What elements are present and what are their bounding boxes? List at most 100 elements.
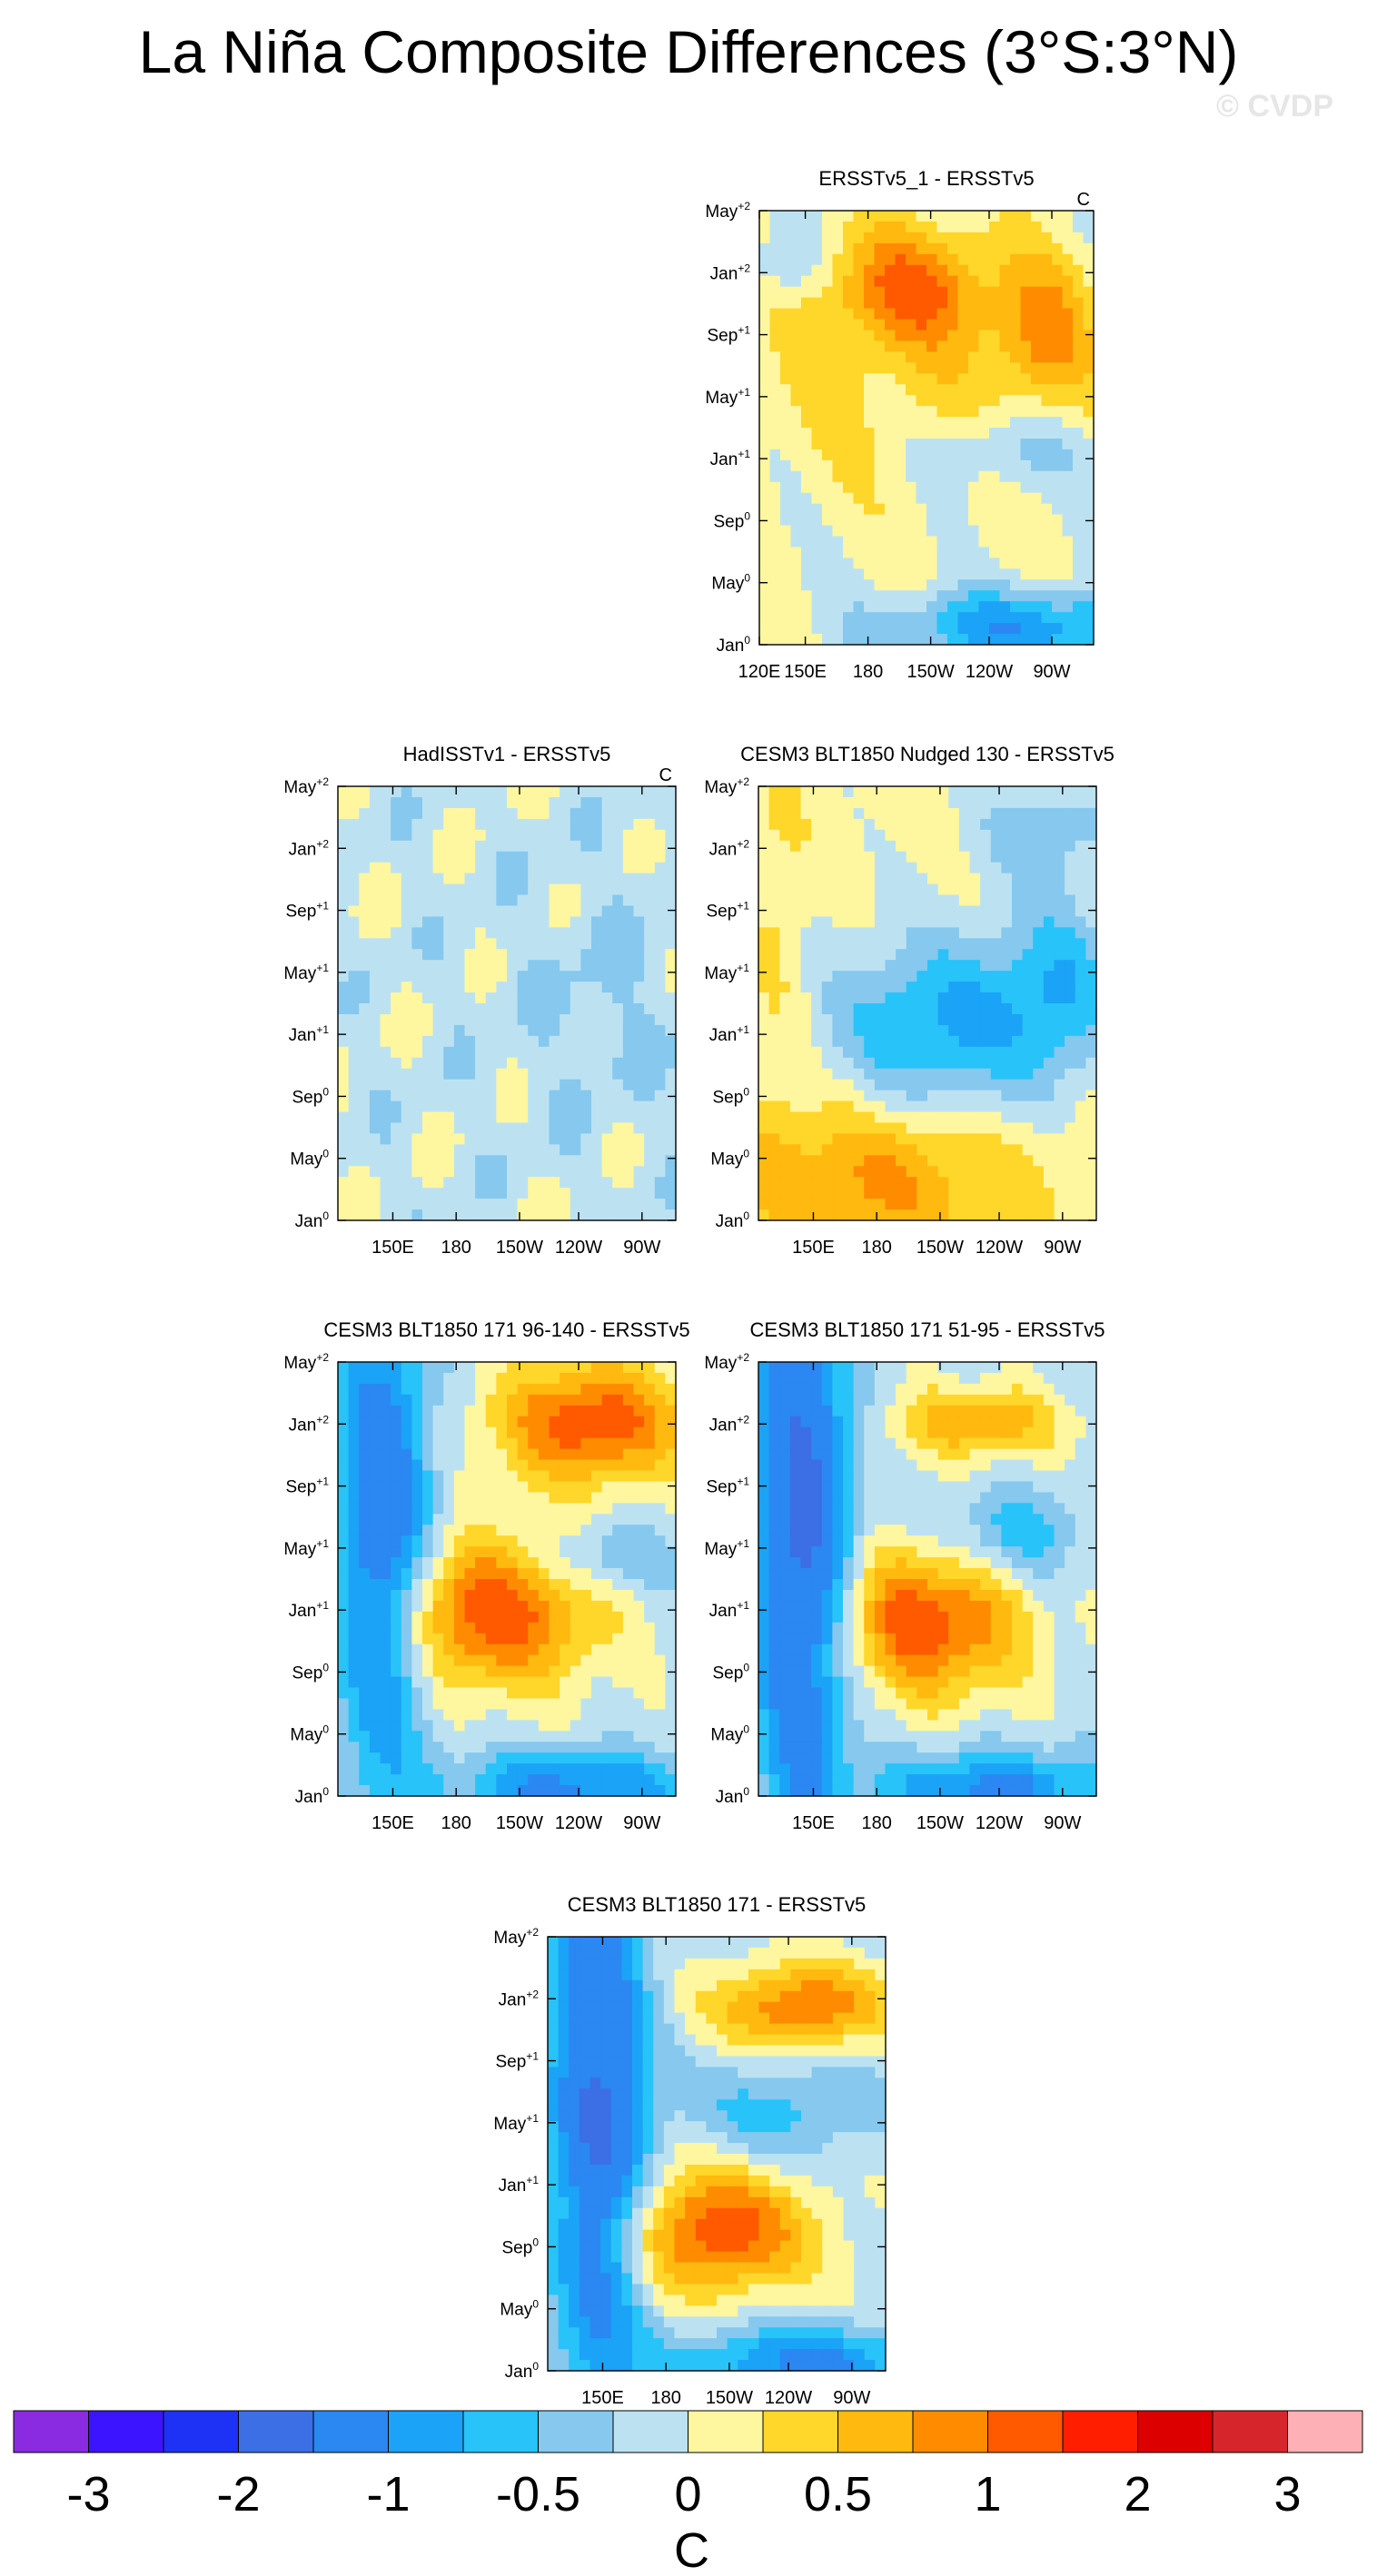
field-cell <box>822 362 834 374</box>
field-cell <box>517 982 529 993</box>
field-cell <box>874 840 887 853</box>
field-cell <box>391 1514 402 1525</box>
field-cell <box>811 949 823 961</box>
field-cell <box>411 1100 423 1113</box>
field-cell <box>1022 1090 1034 1102</box>
field-cell <box>790 297 802 310</box>
field-cell <box>832 275 844 288</box>
field-cell <box>843 1188 855 1199</box>
field-cell <box>790 330 802 341</box>
field-cell <box>853 634 865 646</box>
field-cell <box>380 883 391 896</box>
field-cell <box>380 1111 391 1124</box>
field-cell <box>822 449 834 461</box>
field-cell <box>496 1643 508 1656</box>
field-cell <box>369 927 381 939</box>
field-cell <box>811 1068 823 1081</box>
field-cell <box>549 1459 560 1472</box>
field-cell <box>528 1013 540 1026</box>
field-cell <box>811 470 823 483</box>
field-cell <box>485 1177 497 1189</box>
field-cell <box>843 232 855 244</box>
field-cell <box>811 883 823 896</box>
field-cell <box>580 1665 592 1678</box>
field-cell <box>832 883 844 896</box>
field-cell <box>580 1133 592 1145</box>
field-cell <box>517 916 529 928</box>
field-cell <box>443 1437 455 1450</box>
field-cell <box>800 1122 812 1134</box>
field-cell <box>560 1622 571 1634</box>
field-cell <box>885 1079 897 1091</box>
field-cell <box>401 1013 412 1026</box>
field-cell <box>1001 1111 1013 1124</box>
field-cell <box>790 492 802 505</box>
field-cell <box>485 1035 497 1048</box>
field-cell <box>864 1068 876 1081</box>
field-cell <box>1052 514 1064 527</box>
field-cell <box>853 992 865 1004</box>
field-cell <box>874 1155 887 1167</box>
field-cell <box>1073 373 1085 385</box>
field-cell <box>580 883 592 896</box>
field-cell <box>821 905 833 917</box>
field-cell <box>1041 211 1053 222</box>
field-cell <box>832 1133 844 1145</box>
field-cell <box>821 916 833 928</box>
field-cell <box>560 960 571 972</box>
field-cell <box>1031 297 1043 310</box>
field-cell <box>1043 1155 1055 1167</box>
field-cell <box>380 1166 391 1178</box>
field-cell <box>1052 211 1064 222</box>
field-cell <box>507 1470 519 1483</box>
field-cell <box>654 916 666 928</box>
field-cell <box>1075 1177 1086 1189</box>
field-cell <box>926 297 938 310</box>
field-cell <box>1001 938 1013 950</box>
field-cell <box>612 1133 624 1145</box>
field-cell <box>507 883 519 896</box>
field-cell <box>801 232 813 244</box>
field-cell <box>779 1100 791 1113</box>
field-cell <box>874 481 886 494</box>
field-cell <box>864 992 876 1004</box>
field-cell <box>916 351 927 363</box>
field-cell <box>1010 232 1022 244</box>
field-cell <box>517 1752 529 1764</box>
field-cell <box>665 927 677 939</box>
field-cell <box>601 927 613 939</box>
field-cell <box>1085 894 1097 907</box>
field-cell <box>989 514 1001 527</box>
field-cell <box>401 1600 412 1613</box>
field-cell <box>580 982 592 993</box>
field-cell <box>549 873 560 885</box>
field-cell <box>811 253 823 266</box>
field-cell <box>422 1166 434 1178</box>
field-cell <box>957 221 969 233</box>
field-cell <box>422 1622 434 1634</box>
field-cell <box>811 1177 823 1189</box>
field-cell <box>1062 406 1074 418</box>
field-cell <box>348 949 360 961</box>
field-cell <box>1083 341 1095 352</box>
field-cell <box>822 503 834 516</box>
field-cell <box>790 286 802 299</box>
field-cell <box>528 1785 540 1797</box>
field-cell <box>1012 1144 1024 1156</box>
field-cell <box>432 1090 444 1102</box>
field-cell <box>790 341 802 352</box>
field-cell <box>789 796 802 809</box>
field-cell <box>916 536 927 548</box>
field-cell <box>1075 1013 1086 1026</box>
field-cell <box>380 1763 391 1775</box>
field-cell <box>759 525 771 538</box>
field-cell <box>496 1676 508 1689</box>
field-cell <box>1031 590 1043 602</box>
field-cell <box>654 818 666 831</box>
field-cell <box>790 275 802 288</box>
field-cell <box>864 417 876 429</box>
field-cell <box>978 253 990 266</box>
field-cell <box>980 1079 992 1091</box>
field-cell <box>1012 862 1024 874</box>
field-cell <box>549 1492 560 1504</box>
